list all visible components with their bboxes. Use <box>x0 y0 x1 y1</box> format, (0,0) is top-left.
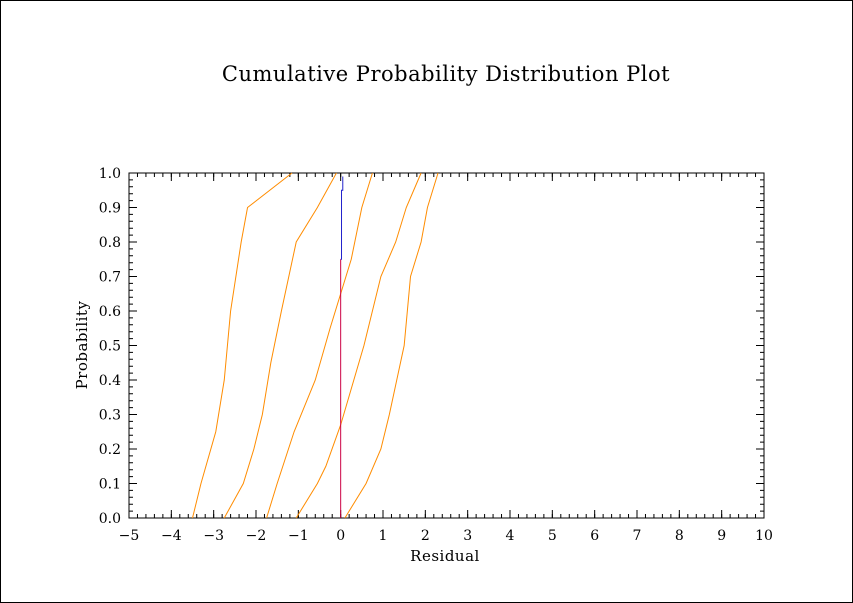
y-tick-label: 0.2 <box>99 442 121 458</box>
series-line-2 <box>223 172 337 519</box>
x-tick-label: 8 <box>675 528 684 544</box>
x-tick-label: −5 <box>119 528 140 544</box>
x-axis-label: Residual <box>410 547 480 565</box>
x-tick-label: 7 <box>633 528 642 544</box>
y-tick-label: 0.8 <box>99 235 121 251</box>
x-tick-label: 6 <box>590 528 599 544</box>
x-tick-label: 0 <box>336 528 345 544</box>
series-line-3 <box>266 172 373 519</box>
y-tick-label: 0.7 <box>99 270 121 286</box>
y-tick-label: 0.9 <box>99 201 121 217</box>
x-tick-label: 5 <box>548 528 557 544</box>
x-tick-label: 1 <box>379 528 388 544</box>
y-tick-label: 1.0 <box>99 166 121 182</box>
y-tick-label: 0.3 <box>99 408 121 424</box>
x-tick-label: −3 <box>203 528 224 544</box>
series-line-5 <box>344 172 439 519</box>
plot-area: −5 −4 −3 −2 −1 0 1 2 3 4 5 6 7 8 9 10 0.0 0.1 0.2 0.3 0.4 0.5… <box>99 166 773 544</box>
y-axis-label: Probability <box>73 301 91 390</box>
series-line-7 <box>340 176 344 260</box>
series-line-1 <box>192 172 293 519</box>
x-tick-label: 4 <box>506 528 515 544</box>
y-tick-label: 0.1 <box>99 477 121 493</box>
y-tick-label: 0.0 <box>99 511 121 527</box>
x-tick-label: 2 <box>421 528 430 544</box>
series-line-4 <box>295 172 422 519</box>
y-tick-label: 0.4 <box>99 373 121 389</box>
x-tick-label: 9 <box>717 528 726 544</box>
x-tick-label: −1 <box>288 528 309 544</box>
chart-title: Cumulative Probability Distribution Plot <box>222 62 670 86</box>
x-tick-label: 10 <box>755 528 773 544</box>
x-tick-label: −2 <box>246 528 267 544</box>
y-tick-label: 0.5 <box>99 339 121 355</box>
x-tick-label: 3 <box>463 528 472 544</box>
y-tick-label: 0.6 <box>99 304 121 320</box>
plot-frame <box>128 172 765 519</box>
major-ticks <box>128 172 765 519</box>
x-tick-label: −4 <box>161 528 182 544</box>
minor-ticks <box>128 172 765 519</box>
